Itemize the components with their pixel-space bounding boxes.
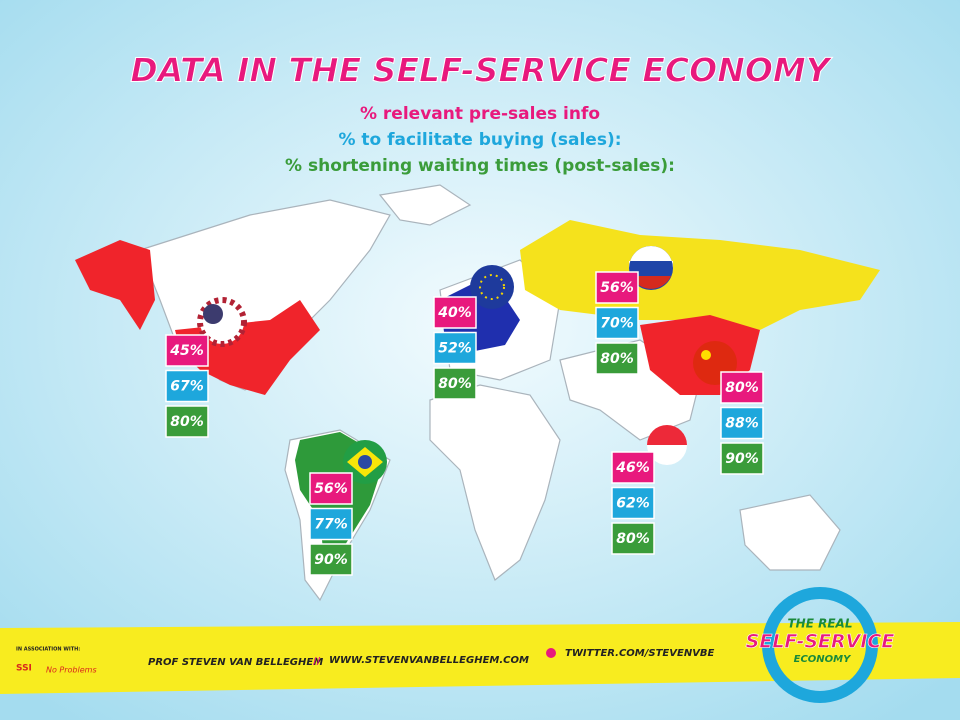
author: PROF STEVEN VAN BELLEGHEM (148, 657, 323, 668)
value-label: 45% (169, 343, 204, 359)
value-box-bg (611, 522, 655, 555)
usa (175, 300, 320, 395)
value-label: 90% (725, 451, 759, 467)
value-box: 88% (720, 406, 764, 440)
value-box-bg (165, 369, 209, 403)
twitter-icon (546, 648, 556, 658)
value-label: 80% (725, 380, 759, 396)
value-box-bg (433, 331, 477, 365)
logo-line-1: THE REAL (788, 617, 853, 631)
value-label: 80% (600, 351, 634, 367)
value-box: 45% (165, 334, 209, 367)
value-box-bg (165, 334, 209, 367)
value-box: 46% (611, 451, 655, 484)
value-box: 80% (595, 342, 639, 375)
partner-tagline: No Problems (46, 666, 97, 675)
russia-flag-white (629, 246, 673, 268)
logo-line-3: ECONOMY (794, 654, 852, 665)
value-label: 80% (170, 414, 204, 430)
value-label: 40% (437, 305, 472, 321)
value-label: 80% (616, 531, 650, 547)
logo-ring (762, 587, 878, 703)
value-box-bg (611, 486, 655, 520)
region-values: 45% 67% 80% 40% 52% 80% 56% 70% 80% 80% 88% 90% 46% 6… (165, 271, 764, 576)
alaska (75, 240, 155, 330)
value-label: 88% (725, 416, 759, 432)
value-box: 56% (595, 271, 639, 304)
value-box: 56% (309, 472, 353, 505)
value-box: 52% (433, 331, 477, 365)
value-box-bg (595, 271, 639, 304)
footer-band (0, 622, 960, 694)
value-label: 62% (616, 496, 650, 512)
value-box: 77% (309, 507, 353, 541)
flags (197, 246, 737, 484)
value-box-bg (309, 507, 353, 541)
value-label: 46% (615, 460, 650, 476)
value-box: 80% (611, 522, 655, 555)
russia-flag-red (631, 276, 671, 289)
value-label: 56% (314, 481, 348, 497)
usa-flag-canton (203, 304, 223, 324)
eu-flag-stars (479, 274, 505, 300)
value-box: 67% (165, 369, 209, 403)
value-box-bg (595, 342, 639, 375)
value-box-bg (309, 543, 353, 576)
value-box-bg (720, 406, 764, 440)
website[interactable]: WWW.STEVENVANBELLEGHEM.COM (329, 655, 529, 666)
value-label: 56% (600, 280, 634, 296)
value-box-bg (611, 451, 655, 484)
legend-pre-sales: % relevant pre-sales info (360, 104, 600, 124)
value-label: 70% (600, 316, 634, 332)
partner-name: SSI (16, 664, 32, 674)
value-box: 62% (611, 486, 655, 520)
title: DATA IN THE SELF-SERVICE ECONOMY (130, 51, 832, 90)
value-box: 70% (595, 306, 639, 340)
singapore-flag-red (647, 425, 687, 445)
value-box-bg (309, 472, 353, 505)
value-box-bg (595, 306, 639, 340)
value-label: 80% (438, 376, 472, 392)
twitter[interactable]: TWITTER.COM/STEVENVBE (565, 648, 715, 659)
value-box-bg (433, 367, 477, 400)
separator: // (313, 656, 321, 667)
value-box: 80% (165, 405, 209, 438)
value-label: 52% (438, 341, 472, 357)
logo-line-2: SELF-SERVICE (746, 631, 895, 653)
legend-sales: % to facilitate buying (sales): (338, 130, 621, 150)
value-box: 80% (720, 371, 764, 404)
association-label: IN ASSOCIATION WITH: (16, 647, 80, 653)
china-flag-star (701, 350, 711, 360)
value-box: 40% (433, 296, 477, 329)
value-label: 67% (170, 379, 204, 395)
value-box: 90% (720, 442, 764, 475)
eu-flag (470, 265, 514, 309)
value-box-bg (433, 296, 477, 329)
value-label: 90% (314, 552, 348, 568)
value-label: 77% (314, 517, 348, 533)
brazil-flag-globe (358, 455, 372, 469)
value-box: 80% (433, 367, 477, 400)
legend-post-sales: % shortening waiting times (post-sales): (285, 156, 675, 176)
value-box-bg (165, 405, 209, 438)
value-box-bg (720, 442, 764, 475)
value-box-bg (720, 371, 764, 404)
value-box: 90% (309, 543, 353, 576)
